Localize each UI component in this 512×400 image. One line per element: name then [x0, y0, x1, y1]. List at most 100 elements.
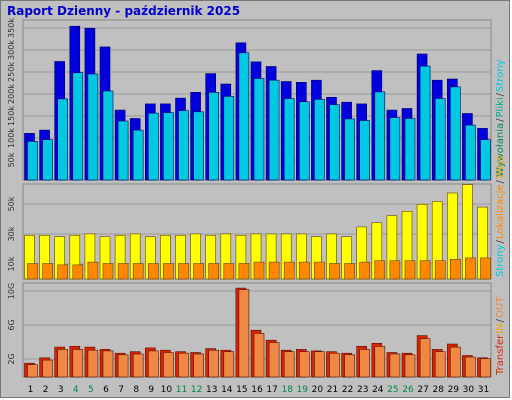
- bar-middle-front: [449, 258, 461, 280]
- bar-bottom-front: [87, 349, 99, 378]
- bar-bottom-front: [449, 346, 461, 378]
- bar-top-front: [253, 78, 265, 181]
- x-tick-label: 24: [372, 385, 384, 395]
- bar-middle-front: [480, 257, 491, 280]
- bar-bottom-front: [117, 354, 129, 378]
- bar-top-front: [102, 90, 114, 181]
- bar-top-front: [449, 86, 461, 181]
- bar-middle-front: [163, 263, 174, 280]
- bar-bottom-front: [404, 354, 416, 378]
- bar-top-front: [238, 52, 250, 181]
- x-tick-label: 3: [58, 385, 64, 395]
- y-tick-label: 10G: [7, 283, 16, 299]
- bar-middle-front: [344, 263, 355, 280]
- bar-top-front: [193, 111, 204, 181]
- legend-sep1: /: [495, 118, 506, 122]
- legend-lokalizacje: Lokalizacje: [495, 184, 506, 239]
- bar-middle-front: [419, 260, 431, 280]
- y-tick-label: 150k: [7, 106, 16, 126]
- y-tick-label: 250k: [7, 62, 16, 82]
- x-tick-label: 2: [43, 385, 49, 395]
- bar-bottom-front: [193, 353, 204, 378]
- x-tick-label: 16: [251, 385, 263, 395]
- legend: Strony/Lokalizacje/Wejś: [494, 156, 506, 277]
- bar-middle-front: [102, 263, 114, 280]
- legend-in: IN: [495, 323, 506, 333]
- x-tick-label: 19: [297, 385, 309, 395]
- bar-middle-front: [374, 260, 386, 280]
- bar-middle-front: [253, 261, 265, 280]
- legend-wywolania: Wywołania: [495, 123, 506, 177]
- bar-bottom-front: [298, 351, 310, 378]
- x-tick-label: 27: [417, 385, 428, 395]
- bar-middle-front: [178, 263, 189, 280]
- bar-middle-front: [268, 261, 280, 280]
- bar-bottom-front: [314, 351, 325, 378]
- y-tick-label: 100k: [7, 128, 16, 148]
- x-tick-label: 11: [176, 385, 187, 395]
- bar-bottom-front: [27, 364, 38, 378]
- bar-middle-front: [27, 263, 38, 280]
- bar-bottom-front: [42, 359, 53, 378]
- bar-top-front: [389, 117, 401, 181]
- bar-top-front: [223, 96, 235, 181]
- x-tick-label: 22: [342, 385, 353, 395]
- bar-top-front: [132, 129, 144, 181]
- bar-middle-front: [434, 260, 446, 280]
- bar-middle-front: [283, 261, 295, 280]
- y-tick-label: 350k: [7, 18, 16, 38]
- bar-middle-front: [359, 261, 371, 280]
- bar-top-front: [163, 112, 174, 181]
- legend-sep: /: [495, 318, 506, 322]
- bar-bottom-front: [344, 354, 355, 378]
- bar-bottom-front: [480, 358, 491, 378]
- bar-bottom-front: [268, 342, 280, 378]
- bar-top-front: [268, 79, 280, 181]
- bar-top-front: [87, 73, 99, 181]
- x-tick-label: 30: [463, 385, 475, 395]
- legend: TransferIN/OUT: [495, 296, 506, 376]
- x-tick-label: 6: [103, 385, 109, 395]
- x-tick-label: 17: [266, 385, 277, 395]
- bar-bottom-front: [148, 350, 159, 378]
- x-tick-label: 1: [28, 385, 34, 395]
- x-tick-label: 23: [357, 385, 368, 395]
- legend-wejscia: Wejś: [494, 156, 506, 179]
- bar-bottom-front: [419, 338, 431, 378]
- x-tick-label: 26: [402, 385, 414, 395]
- bar-bottom-front: [208, 349, 219, 378]
- x-tick-label: 5: [88, 385, 94, 395]
- bar-top-front: [72, 72, 84, 181]
- bar-bottom-front: [178, 352, 189, 378]
- x-tick-label: 21: [327, 385, 338, 395]
- x-tick-label: 14: [221, 385, 233, 395]
- legend: Wywołania/Pliki/Strony: [495, 59, 506, 177]
- bar-bottom-front: [329, 352, 340, 378]
- bar-top-front: [117, 120, 129, 181]
- x-tick-label: 7: [118, 385, 124, 395]
- bar-top-front: [42, 139, 53, 181]
- x-tick-label: 28: [432, 385, 444, 395]
- legend-strony: Strony: [495, 59, 506, 92]
- legend-transfer: Transfer: [495, 334, 506, 376]
- legend-pliki: Pliki: [495, 97, 506, 117]
- bar-bottom-front: [223, 351, 235, 378]
- bar-top-front: [27, 141, 38, 181]
- bar-bottom-front: [72, 349, 84, 378]
- bar-middle-front: [223, 263, 235, 280]
- legend-strony: Strony: [495, 244, 506, 277]
- bar-middle-front: [404, 260, 416, 280]
- legend-out: OUT: [495, 296, 506, 318]
- bar-middle-front: [148, 263, 159, 280]
- x-tick-label: 31: [478, 385, 489, 395]
- x-tick-label: 9: [148, 385, 154, 395]
- bar-bottom-front: [163, 352, 174, 378]
- bar-middle-front: [298, 261, 310, 280]
- bar-top-front: [404, 118, 416, 181]
- bar-top-front: [465, 124, 476, 181]
- bar-top-front: [480, 139, 491, 181]
- x-tick-label: 20: [312, 385, 324, 395]
- bar-middle-front: [87, 261, 99, 280]
- bar-middle-front: [57, 264, 69, 280]
